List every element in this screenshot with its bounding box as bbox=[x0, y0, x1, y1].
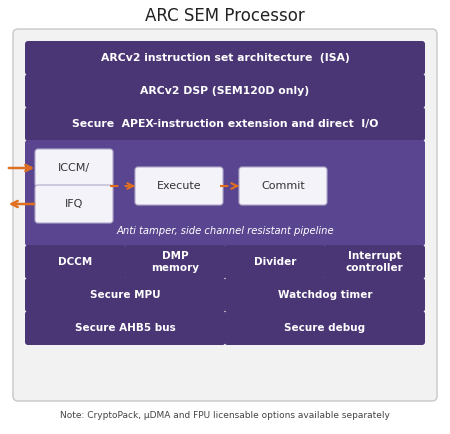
Text: Secure  APEX-instruction extension and direct  I/O: Secure APEX-instruction extension and di… bbox=[72, 119, 378, 129]
FancyBboxPatch shape bbox=[225, 278, 425, 312]
FancyBboxPatch shape bbox=[25, 74, 425, 108]
FancyBboxPatch shape bbox=[25, 278, 225, 312]
FancyBboxPatch shape bbox=[25, 41, 425, 75]
FancyBboxPatch shape bbox=[324, 245, 425, 279]
FancyBboxPatch shape bbox=[25, 140, 425, 246]
Text: Secure debug: Secure debug bbox=[284, 323, 365, 333]
Text: ARCv2 DSP (SEM120D only): ARCv2 DSP (SEM120D only) bbox=[140, 86, 310, 96]
Text: IFQ: IFQ bbox=[65, 199, 83, 209]
FancyBboxPatch shape bbox=[125, 245, 225, 279]
FancyBboxPatch shape bbox=[225, 245, 325, 279]
Text: Divider: Divider bbox=[254, 257, 296, 267]
Text: Note: CryptoPack, μDMA and FPU licensable options available separately: Note: CryptoPack, μDMA and FPU licensabl… bbox=[60, 411, 390, 421]
Text: ICCM/: ICCM/ bbox=[58, 163, 90, 173]
FancyBboxPatch shape bbox=[135, 167, 223, 205]
FancyBboxPatch shape bbox=[25, 245, 126, 279]
Text: ARCv2 instruction set architecture  (ISA): ARCv2 instruction set architecture (ISA) bbox=[101, 53, 349, 63]
FancyBboxPatch shape bbox=[25, 107, 425, 141]
Text: Execute: Execute bbox=[157, 181, 201, 191]
Text: Watchdog timer: Watchdog timer bbox=[278, 290, 372, 300]
FancyBboxPatch shape bbox=[25, 311, 225, 345]
Text: DMP
memory: DMP memory bbox=[151, 251, 199, 273]
Text: DCCM: DCCM bbox=[58, 257, 93, 267]
Text: Secure MPU: Secure MPU bbox=[90, 290, 161, 300]
Text: Secure AHB5 bus: Secure AHB5 bus bbox=[75, 323, 176, 333]
FancyBboxPatch shape bbox=[35, 185, 113, 223]
Text: Anti tamper, side channel resistant pipeline: Anti tamper, side channel resistant pipe… bbox=[116, 226, 334, 236]
Text: Interrupt
controller: Interrupt controller bbox=[346, 251, 404, 273]
FancyBboxPatch shape bbox=[239, 167, 327, 205]
FancyBboxPatch shape bbox=[13, 29, 437, 401]
Text: Commit: Commit bbox=[261, 181, 305, 191]
FancyBboxPatch shape bbox=[35, 149, 113, 187]
Text: ARC SEM Processor: ARC SEM Processor bbox=[145, 7, 305, 25]
FancyBboxPatch shape bbox=[225, 311, 425, 345]
